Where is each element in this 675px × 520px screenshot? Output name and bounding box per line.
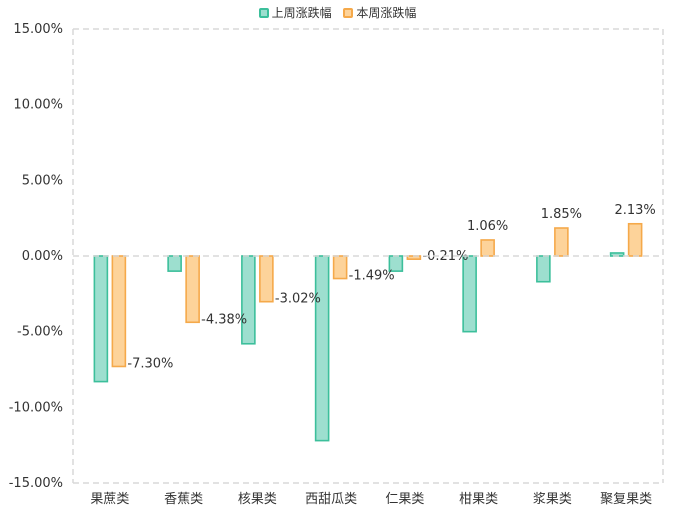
bar-last-week[interactable]	[241, 255, 256, 345]
x-tick-label: 浆果类	[533, 492, 572, 507]
y-tick-label: 0.00%	[22, 249, 63, 264]
legend-label-last-week: 上周涨跌幅	[271, 6, 332, 20]
x-tick-label: 西甜瓜类	[305, 491, 357, 507]
legend-label-this-week: 本周涨跌幅	[356, 6, 417, 20]
bar-last-week[interactable]	[536, 255, 551, 283]
data-label: 1.06%	[467, 219, 508, 234]
bar-this-week[interactable]	[259, 255, 274, 303]
bar-this-week[interactable]	[627, 222, 643, 257]
data-label: -7.30%	[127, 356, 173, 371]
data-label: -4.38%	[201, 312, 247, 327]
data-label: 1.85%	[541, 207, 582, 222]
y-tick-label: -15.00%	[9, 476, 63, 491]
y-tick-label: -5.00%	[17, 325, 63, 340]
bar-this-week[interactable]	[185, 255, 200, 324]
legend-swatch-last-week	[258, 7, 269, 18]
chart-legend: 上周涨跌幅 本周涨跌幅	[0, 4, 675, 21]
y-tick-label: -10.00%	[9, 400, 63, 415]
x-tick-label: 香蕉类	[164, 492, 203, 507]
y-tick-label: 15.00%	[13, 22, 63, 37]
bar-last-week[interactable]	[167, 255, 182, 272]
x-tick-label: 聚复果类	[600, 492, 652, 507]
bar-last-week[interactable]	[314, 255, 330, 442]
bar-last-week[interactable]	[462, 255, 477, 333]
bar-last-week[interactable]	[93, 255, 109, 383]
data-label: 2.13%	[614, 203, 655, 218]
legend-item-this-week[interactable]: 本周涨跌幅	[343, 4, 416, 21]
legend-swatch-this-week	[343, 7, 354, 18]
x-tick-label: 柑果类	[459, 492, 498, 507]
x-tick-label: 果蔗类	[90, 492, 129, 507]
x-tick-label: 仁果类	[385, 492, 424, 507]
bar-this-week[interactable]	[111, 255, 127, 368]
data-label: -1.49%	[349, 269, 395, 284]
y-tick-label: 10.00%	[13, 98, 63, 113]
legend-item-last-week[interactable]: 上周涨跌幅	[258, 4, 332, 21]
bar-this-week[interactable]	[332, 255, 348, 280]
y-tick-label: 5.00%	[22, 173, 63, 188]
data-label: -3.02%	[275, 292, 321, 307]
bar-this-week[interactable]	[480, 239, 495, 257]
x-tick-label: 核果类	[238, 492, 277, 507]
bar-this-week[interactable]	[554, 227, 569, 257]
